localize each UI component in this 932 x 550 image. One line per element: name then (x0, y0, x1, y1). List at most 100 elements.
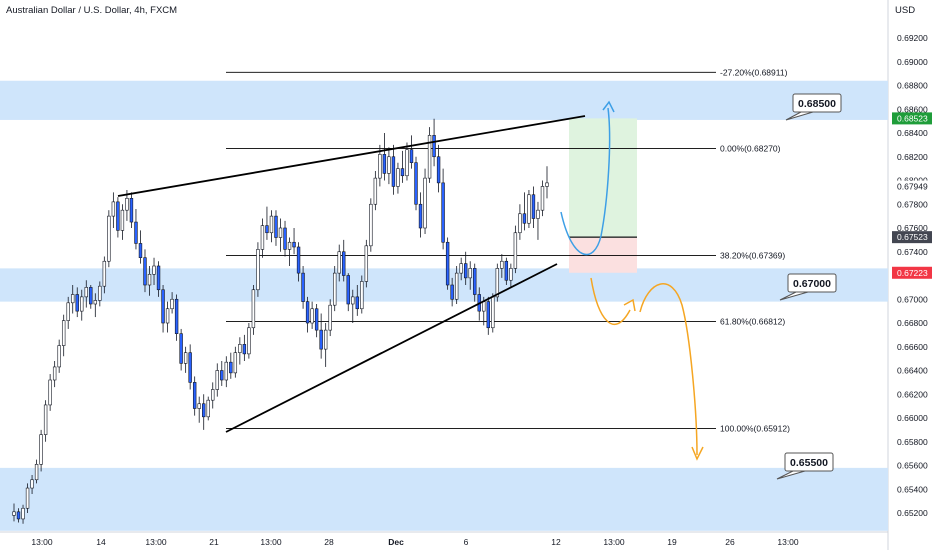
bearish-projection-arrowhead (691, 446, 704, 461)
candle-body (143, 257, 147, 286)
candle-body (256, 249, 260, 291)
candle-body (292, 241, 296, 248)
price-callout-label: 0.67000 (793, 278, 831, 290)
candle-body (156, 265, 161, 291)
candle-body (75, 294, 79, 312)
price-tag-label: 0.68523 (897, 113, 928, 123)
candle-body (25, 487, 30, 509)
candle-body (120, 209, 125, 231)
candle-body (486, 301, 490, 329)
y-axis-tick-label: 0.68600 (897, 104, 928, 114)
candle-body (84, 287, 88, 298)
candle-body (545, 182, 549, 187)
candle-body (301, 272, 305, 302)
candle-body (174, 298, 179, 334)
candle-body (323, 329, 328, 350)
candle-body (454, 272, 459, 300)
candle-body (400, 168, 405, 177)
target-zone (569, 118, 637, 238)
candle-body (305, 301, 310, 324)
candle-body (138, 243, 143, 258)
candle-body (369, 203, 373, 247)
candle-body (278, 227, 283, 238)
x-axis-tick-label: 13:00 (31, 537, 53, 547)
candle-body (382, 154, 387, 174)
price-tag-label: 0.67223 (897, 268, 928, 278)
price-callout-label: 0.65500 (790, 457, 828, 469)
price-callout-box (787, 273, 837, 293)
candle-body (509, 268, 513, 281)
candle-body (527, 194, 531, 224)
wedge-upper-trendline (117, 115, 586, 197)
candle-body (296, 246, 301, 274)
y-axis-tick-label: 0.68000 (897, 176, 928, 186)
candle-body (409, 149, 414, 163)
chart-title: Australian Dollar / U.S. Dollar, 4h, FXC… (6, 5, 178, 16)
callout-pointer (776, 470, 806, 480)
candle-body (129, 198, 134, 223)
candle-body (98, 285, 102, 301)
candle-body (378, 154, 382, 179)
candle-body (405, 149, 409, 177)
candle-body (111, 201, 116, 217)
pullback-projection-path (590, 277, 631, 325)
price-tag-label: 0.67949 (897, 182, 928, 192)
candle-body (536, 209, 540, 219)
candle-body (287, 241, 292, 250)
candle-body (247, 327, 251, 355)
candle-body (423, 177, 427, 229)
price-tag-box (892, 231, 932, 244)
candle-body (342, 251, 346, 276)
price-callout-label: 0.68500 (798, 98, 836, 110)
fib-level-label: 61.80%(0.66812) (720, 317, 785, 327)
price-callout-box (784, 452, 834, 472)
candle-body (242, 344, 247, 355)
candle-body (468, 268, 472, 279)
bearish-projection-path (639, 283, 698, 456)
candle-body (43, 404, 48, 435)
candle-body (93, 300, 98, 305)
callout-pointer (785, 111, 814, 121)
price-tag-label: 0.67523 (897, 232, 928, 242)
y-axis-tick-label: 0.66400 (897, 366, 928, 376)
fib-level-label: 38.20%(0.67369) (720, 250, 785, 260)
x-axis-tick-label: 13:00 (777, 537, 799, 547)
y-axis-tick-label: 0.66200 (897, 389, 928, 399)
y-axis-tick-label: 0.65200 (897, 508, 928, 518)
candle-body (500, 260, 504, 269)
candle-body (12, 511, 16, 516)
candle-body (482, 301, 486, 312)
candle-body (229, 361, 233, 374)
candle-body (274, 215, 278, 238)
candle-body (463, 263, 468, 279)
candle-body (531, 194, 536, 219)
candle-body (450, 284, 454, 300)
y-axis-tick-label: 0.66800 (897, 318, 928, 328)
candle-body (518, 213, 522, 234)
fib-level-label: -27.20%(0.68911) (720, 67, 788, 77)
candle-body (491, 296, 495, 329)
y-axis-tick-label: 0.68400 (897, 128, 928, 138)
candle-body (540, 186, 545, 211)
candle-body (445, 241, 450, 286)
candle-body (436, 156, 441, 184)
y-axis-tick-label: 0.65800 (897, 437, 928, 447)
candle-body (16, 511, 21, 520)
x-axis-tick-label: 13:00 (603, 537, 625, 547)
y-axis-tick-label: 0.66600 (897, 342, 928, 352)
candle-body (351, 296, 355, 305)
candle-body (30, 479, 34, 489)
candle-body (52, 366, 57, 381)
y-axis-tick-label: 0.67600 (897, 223, 928, 233)
candle-body (238, 344, 242, 353)
candle-body (265, 225, 269, 234)
x-axis-tick-label: 6 (464, 537, 469, 547)
candle-body (432, 135, 436, 158)
candle-body (504, 260, 509, 281)
candle-body (21, 507, 25, 520)
candle-body (427, 135, 432, 179)
candle-body (125, 198, 129, 211)
candle-body (147, 274, 152, 286)
candle-body (188, 352, 192, 383)
